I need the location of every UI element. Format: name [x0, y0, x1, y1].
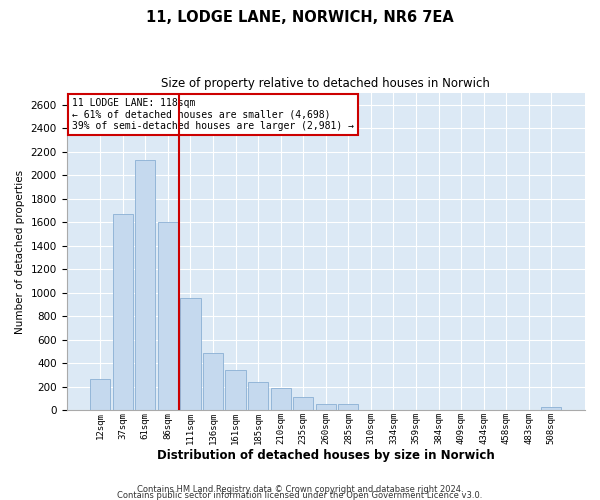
- Bar: [113, 214, 133, 410]
- Text: 11, LODGE LANE, NORWICH, NR6 7EA: 11, LODGE LANE, NORWICH, NR6 7EA: [146, 10, 454, 25]
- Bar: [90, 378, 110, 410]
- Bar: [541, 407, 562, 410]
- Bar: [271, 388, 291, 410]
- Bar: [158, 222, 178, 410]
- Title: Size of property relative to detached houses in Norwich: Size of property relative to detached ho…: [161, 78, 490, 90]
- Text: 11 LODGE LANE: 118sqm
← 61% of detached houses are smaller (4,698)
39% of semi-d: 11 LODGE LANE: 118sqm ← 61% of detached …: [72, 98, 354, 131]
- Y-axis label: Number of detached properties: Number of detached properties: [15, 170, 25, 334]
- Bar: [203, 352, 223, 410]
- Bar: [293, 398, 313, 410]
- Bar: [248, 382, 268, 410]
- X-axis label: Distribution of detached houses by size in Norwich: Distribution of detached houses by size …: [157, 450, 494, 462]
- Bar: [181, 298, 200, 410]
- Bar: [226, 370, 246, 410]
- Text: Contains HM Land Registry data © Crown copyright and database right 2024.: Contains HM Land Registry data © Crown c…: [137, 484, 463, 494]
- Bar: [338, 404, 358, 410]
- Bar: [316, 404, 336, 410]
- Bar: [135, 160, 155, 410]
- Text: Contains public sector information licensed under the Open Government Licence v3: Contains public sector information licen…: [118, 490, 482, 500]
